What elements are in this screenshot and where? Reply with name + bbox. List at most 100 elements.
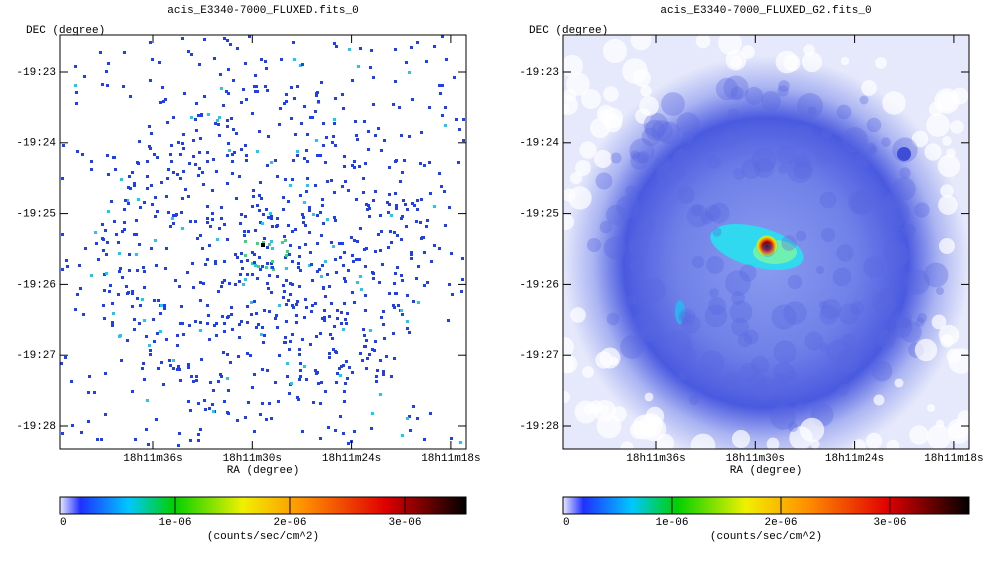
pixel [172, 359, 175, 362]
pixel [356, 240, 359, 243]
pixel [143, 378, 146, 381]
blob [819, 191, 837, 209]
pixel [206, 221, 209, 224]
pixel [111, 302, 114, 305]
blob [629, 138, 655, 164]
pixel [104, 229, 107, 232]
pixel [268, 310, 271, 313]
pixel [342, 432, 345, 435]
pixel [233, 151, 236, 154]
pixel [178, 285, 181, 288]
pixel [206, 322, 209, 325]
pixel [135, 253, 138, 256]
x-tick-label: 18h11m18s [421, 453, 480, 465]
pixel [379, 214, 382, 217]
pixel [295, 303, 298, 306]
pixel [267, 216, 270, 219]
blob [792, 160, 812, 180]
pixel [199, 329, 202, 332]
pixel [276, 275, 279, 278]
y-tick-label: -19:27 [519, 350, 559, 362]
pixel [325, 136, 328, 139]
blob [819, 305, 839, 325]
pixel [412, 300, 415, 303]
pixel [251, 386, 254, 389]
pixel [87, 420, 90, 423]
pixel [263, 309, 266, 312]
pixel [356, 281, 359, 284]
blob [639, 413, 663, 437]
pixel [256, 150, 259, 153]
blob [642, 278, 666, 302]
pixel [254, 264, 257, 267]
pixel [232, 128, 235, 131]
blob [729, 55, 743, 69]
pixel [208, 407, 211, 410]
pixel [199, 321, 202, 324]
pixel [260, 58, 263, 61]
panel-title: acis_E3340-7000_FLUXED.fits_0 [167, 5, 358, 17]
pixel [253, 261, 256, 264]
pixel [253, 85, 256, 88]
pixel [319, 332, 322, 335]
pixel [100, 438, 103, 441]
blob [586, 237, 602, 253]
pixel [333, 122, 336, 125]
blob [865, 432, 883, 450]
pixel [159, 312, 162, 315]
pixel [303, 365, 306, 368]
pixel [143, 201, 146, 204]
pixel [179, 177, 182, 180]
pixel [380, 230, 383, 233]
pixel [133, 184, 136, 187]
pixel [157, 367, 160, 370]
blob [721, 130, 739, 148]
plot-frame [59, 34, 467, 450]
blob [886, 439, 900, 453]
pixel [199, 281, 202, 284]
pixel [335, 271, 338, 274]
blob [630, 152, 648, 170]
pixel [201, 247, 204, 250]
pixel [297, 266, 300, 269]
pixel [164, 98, 167, 101]
pixel [136, 161, 139, 164]
pixel [149, 79, 152, 82]
pixel [402, 199, 405, 202]
pixel [268, 402, 271, 405]
pixel [240, 148, 243, 151]
pixel [208, 244, 211, 247]
pixel [290, 382, 293, 385]
blob [651, 120, 673, 142]
pixel [392, 103, 395, 106]
pixel [182, 147, 185, 150]
pixel [228, 149, 231, 152]
pixel [180, 305, 183, 308]
pixel [332, 135, 335, 138]
pixel [351, 371, 354, 374]
pixel [392, 332, 395, 335]
pixel [258, 194, 261, 197]
pixel [169, 153, 172, 156]
y-tick-label: -19:24 [16, 138, 56, 150]
pixel [149, 147, 152, 150]
source [261, 243, 265, 247]
blob [739, 363, 759, 383]
pixel [428, 106, 431, 109]
pixel [322, 122, 325, 125]
pixel [353, 301, 356, 304]
pixel [433, 244, 436, 247]
pixel [106, 241, 109, 244]
blob [799, 417, 825, 443]
pixel [153, 153, 156, 156]
pixel [198, 151, 201, 154]
pixel [187, 366, 190, 369]
blob [899, 167, 911, 179]
pixel [227, 142, 230, 145]
pixel [338, 242, 341, 245]
blob [938, 324, 960, 346]
pixel [125, 285, 128, 288]
pixel [188, 324, 191, 327]
pixel [103, 273, 106, 276]
pixel [238, 336, 241, 339]
